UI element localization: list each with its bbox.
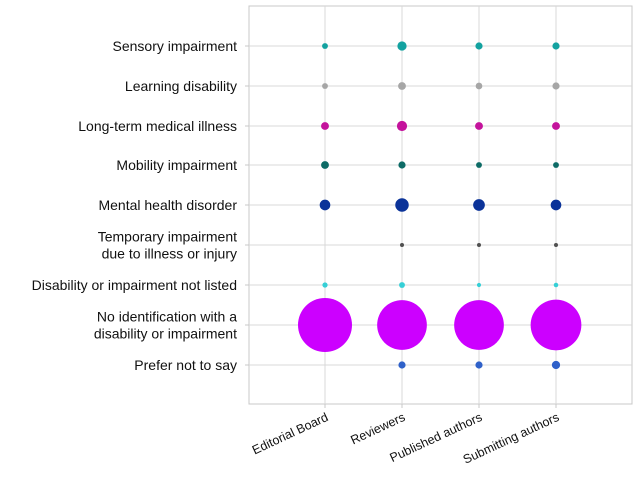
bubble bbox=[321, 161, 329, 169]
row-label: Prefer not to say bbox=[134, 357, 237, 373]
row-label: Disability or impairment not listed bbox=[32, 277, 237, 293]
bubble bbox=[398, 161, 406, 169]
bubble bbox=[554, 243, 558, 247]
row-label: due to illness or injury bbox=[102, 246, 237, 262]
bubble bbox=[552, 42, 560, 50]
row-label: Learning disability bbox=[125, 78, 237, 94]
bubble bbox=[322, 83, 328, 89]
bubble bbox=[298, 298, 352, 352]
column-label: Editorial Board bbox=[250, 410, 330, 457]
row-label: Long-term medical illness bbox=[78, 118, 237, 134]
bubble bbox=[395, 198, 409, 212]
row-label: Mental health disorder bbox=[98, 197, 237, 213]
bubble bbox=[398, 361, 406, 369]
bubble bbox=[553, 162, 559, 168]
bubble bbox=[473, 199, 485, 211]
bubble bbox=[551, 360, 561, 370]
bubble bbox=[476, 162, 482, 168]
bubble bbox=[322, 43, 328, 49]
column-label: Reviewers bbox=[348, 410, 407, 447]
row-label: disability or impairment bbox=[94, 326, 237, 342]
bubble bbox=[322, 282, 328, 288]
bubble bbox=[400, 243, 404, 247]
bubble bbox=[398, 82, 406, 90]
bubble bbox=[477, 243, 481, 247]
row-labels: Sensory impairment Learning disability Lon… bbox=[32, 38, 238, 373]
row-label: No identification with a bbox=[97, 309, 237, 325]
bubble bbox=[550, 199, 562, 211]
bubble bbox=[396, 120, 408, 132]
row-label: Temporary impairment bbox=[98, 229, 237, 245]
bubble bbox=[475, 82, 483, 90]
grid bbox=[245, 5, 633, 408]
bubble bbox=[377, 300, 427, 350]
bubble bbox=[397, 41, 407, 51]
bubble bbox=[399, 282, 405, 288]
bubble bbox=[553, 282, 559, 288]
bubble bbox=[454, 300, 504, 350]
bubble bbox=[476, 282, 482, 288]
bubble bbox=[475, 42, 483, 50]
row-label: Mobility impairment bbox=[116, 157, 237, 173]
row-label: Sensory impairment bbox=[113, 38, 238, 54]
bubble bbox=[319, 199, 331, 211]
bubble bbox=[552, 122, 560, 130]
bubbles bbox=[298, 41, 582, 370]
bubble bbox=[475, 361, 483, 369]
bubble bbox=[475, 122, 483, 130]
bubble bbox=[321, 122, 329, 130]
bubble bbox=[552, 82, 560, 90]
bubble bbox=[530, 299, 582, 351]
